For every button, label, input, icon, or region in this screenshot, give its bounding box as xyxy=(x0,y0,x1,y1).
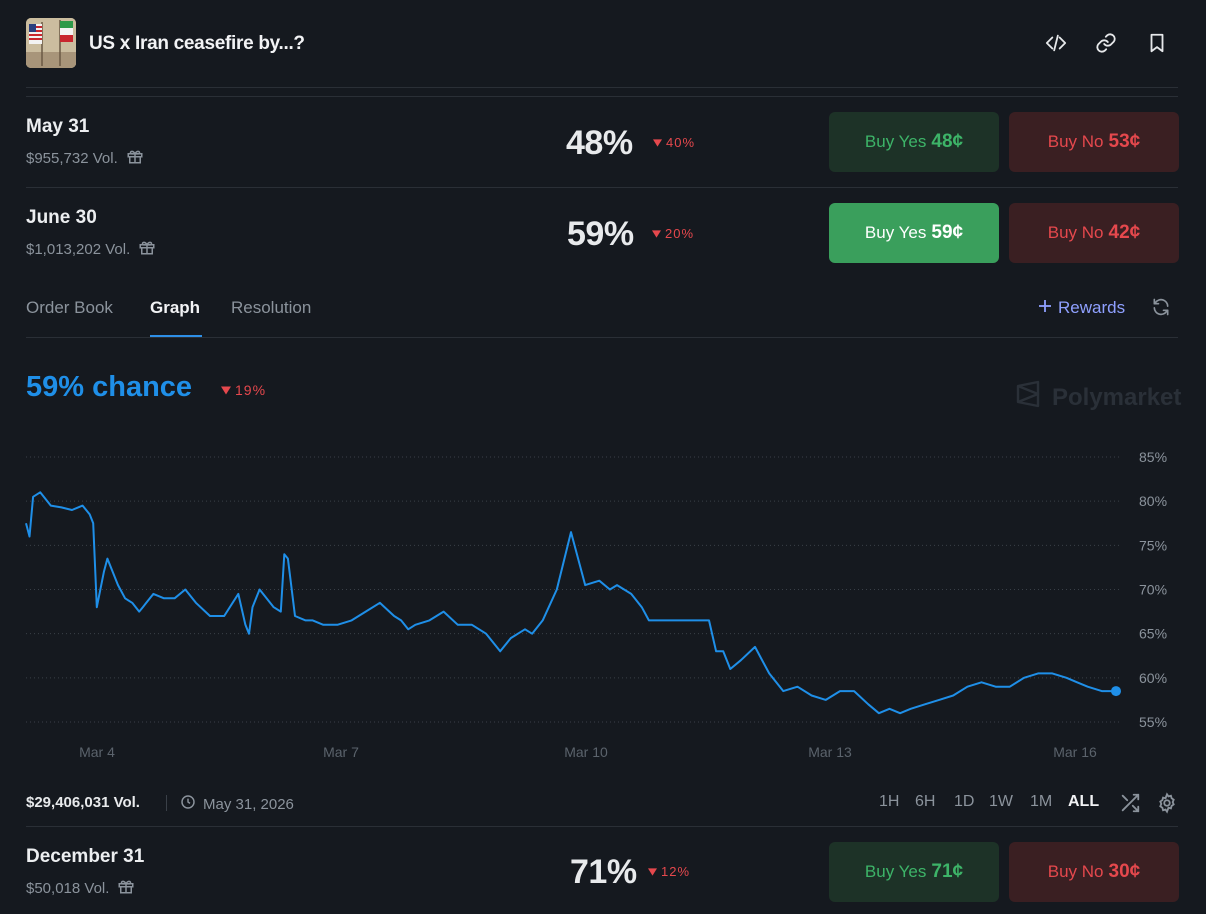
market-row-december-31[interactable]: December 31 $50,018 Vol. 71% 12% Buy Yes… xyxy=(0,826,1206,914)
buy-no-price: 42¢ xyxy=(1108,222,1141,243)
market-row-june-30[interactable]: June 30 $1,013,202 Vol. 59% 20% Buy Yes … xyxy=(0,187,1206,279)
tabs-divider xyxy=(26,337,1178,338)
buy-no-button[interactable]: Buy No 53¢ xyxy=(1009,112,1179,172)
header-divider xyxy=(26,87,1178,88)
polymarket-brand: Polymarket xyxy=(1052,383,1182,411)
market-title: US x Iran ceasefire by...? xyxy=(89,33,305,54)
latest-point-marker xyxy=(1111,686,1121,697)
market-volume: $1,013,202 Vol. xyxy=(26,238,156,260)
range-1w[interactable]: 1W xyxy=(989,793,1013,810)
buy-yes-label: Buy Yes xyxy=(864,862,927,881)
down-arrow-icon xyxy=(221,382,231,398)
market-date: December 31 xyxy=(26,846,145,867)
range-1m[interactable]: 1M xyxy=(1030,793,1053,810)
market-date: June 30 xyxy=(26,207,97,228)
buy-no-price: 30¢ xyxy=(1108,861,1141,882)
down-arrow-icon xyxy=(648,864,657,879)
gift-icon[interactable] xyxy=(126,147,144,169)
buy-yes-label: Buy Yes xyxy=(864,223,927,242)
market-percent: 71% xyxy=(570,853,637,891)
down-arrow-icon xyxy=(652,226,661,241)
y-tick-label: 55% xyxy=(1139,714,1167,730)
end-date-text: May 31, 2026 xyxy=(203,795,294,813)
volume-text: $1,013,202 Vol. xyxy=(26,240,131,258)
change-text: 20% xyxy=(665,226,695,241)
x-tick-label: Mar 13 xyxy=(808,744,852,760)
total-volume: $29,406,031 Vol. xyxy=(26,794,140,811)
volume-text: $955,732 Vol. xyxy=(26,149,118,167)
price-history-chart[interactable]: 85% 80% 75% 70% 65% 60% 55% Mar 4 Mar 7 Mar 10 Mar… xyxy=(0,430,1206,770)
volume-text: $50,018 Vol. xyxy=(26,879,110,897)
refresh-icon[interactable] xyxy=(1151,297,1173,319)
buy-no-label: Buy No xyxy=(1047,132,1104,151)
y-tick-label: 75% xyxy=(1139,537,1167,553)
footer-divider xyxy=(26,826,1178,827)
range-6h[interactable]: 6H xyxy=(915,793,936,810)
tab-resolution[interactable]: Resolution xyxy=(231,298,312,317)
y-tick-label: 85% xyxy=(1139,449,1167,465)
market-volume: $50,018 Vol. xyxy=(26,877,135,899)
rewards-button[interactable]: Rewards xyxy=(1038,298,1125,318)
footer-separator xyxy=(166,795,167,811)
market-change: 40% xyxy=(653,135,695,150)
x-tick-label: Mar 7 xyxy=(323,744,359,760)
buy-yes-price: 48¢ xyxy=(931,131,964,152)
active-tab-indicator xyxy=(150,335,202,337)
buy-no-button[interactable]: Buy No 42¢ xyxy=(1009,203,1179,263)
change-text: 12% xyxy=(661,864,691,879)
range-1d[interactable]: 1D xyxy=(954,793,975,810)
x-tick-label: Mar 4 xyxy=(79,744,115,760)
gift-icon[interactable] xyxy=(117,877,135,899)
buy-no-label: Buy No xyxy=(1047,862,1104,881)
y-tick-label: 80% xyxy=(1139,493,1167,509)
header-divider-2 xyxy=(26,96,1178,97)
plus-icon xyxy=(1038,298,1052,318)
y-tick-label: 60% xyxy=(1139,670,1167,686)
tab-order-book[interactable]: Order Book xyxy=(26,298,113,317)
buy-yes-button[interactable]: Buy Yes 48¢ xyxy=(829,112,999,172)
polymarket-logo: Polymarket xyxy=(1014,380,1181,415)
market-percent: 59% xyxy=(567,215,634,253)
chance-change: 19% xyxy=(221,382,266,398)
chance-change-text: 19% xyxy=(235,382,267,398)
market-volume: $955,732 Vol. xyxy=(26,147,144,169)
range-1h[interactable]: 1H xyxy=(879,793,900,810)
buy-no-button[interactable]: Buy No 30¢ xyxy=(1009,842,1179,902)
buy-yes-label: Buy Yes xyxy=(864,132,927,151)
gift-icon[interactable] xyxy=(138,238,156,260)
settings-icon[interactable] xyxy=(1156,792,1178,814)
buy-yes-price: 71¢ xyxy=(931,861,964,882)
market-percent: 48% xyxy=(566,124,633,162)
tab-graph[interactable]: Graph xyxy=(150,298,201,317)
end-date: May 31, 2026 xyxy=(180,794,294,814)
buy-yes-button[interactable]: Buy Yes 71¢ xyxy=(829,842,999,902)
clock-icon xyxy=(180,794,196,814)
shuffle-icon[interactable] xyxy=(1119,792,1141,814)
change-text: 40% xyxy=(666,135,696,150)
y-tick-label: 65% xyxy=(1139,626,1167,642)
down-arrow-icon xyxy=(653,135,662,150)
row-divider xyxy=(26,187,1178,188)
market-change: 20% xyxy=(652,226,694,241)
buy-yes-button[interactable]: Buy Yes 59¢ xyxy=(829,203,999,263)
x-tick-label: Mar 10 xyxy=(564,744,608,760)
market-change: 12% xyxy=(648,864,690,879)
series-line xyxy=(25,491,1116,715)
market-header: US x Iran ceasefire by...? xyxy=(0,0,1206,88)
range-all[interactable]: ALL xyxy=(1068,793,1100,810)
buy-yes-price: 59¢ xyxy=(931,222,964,243)
y-tick-label: 70% xyxy=(1139,582,1167,598)
buy-no-label: Buy No xyxy=(1047,223,1104,242)
code-icon[interactable] xyxy=(1044,31,1068,55)
rewards-label: Rewards xyxy=(1058,298,1126,317)
bookmark-icon[interactable] xyxy=(1145,31,1169,55)
buy-no-price: 53¢ xyxy=(1108,131,1141,152)
market-date: May 31 xyxy=(26,116,90,137)
x-tick-label: Mar 16 xyxy=(1053,744,1097,760)
chance-label: 59% chance xyxy=(26,371,193,403)
polymarket-logo-icon xyxy=(1014,380,1042,415)
market-row-may-31[interactable]: May 31 $955,732 Vol. 48% 40% Buy Yes 48¢… xyxy=(0,96,1206,188)
market-thumbnail xyxy=(26,18,76,68)
link-icon[interactable] xyxy=(1094,31,1118,55)
